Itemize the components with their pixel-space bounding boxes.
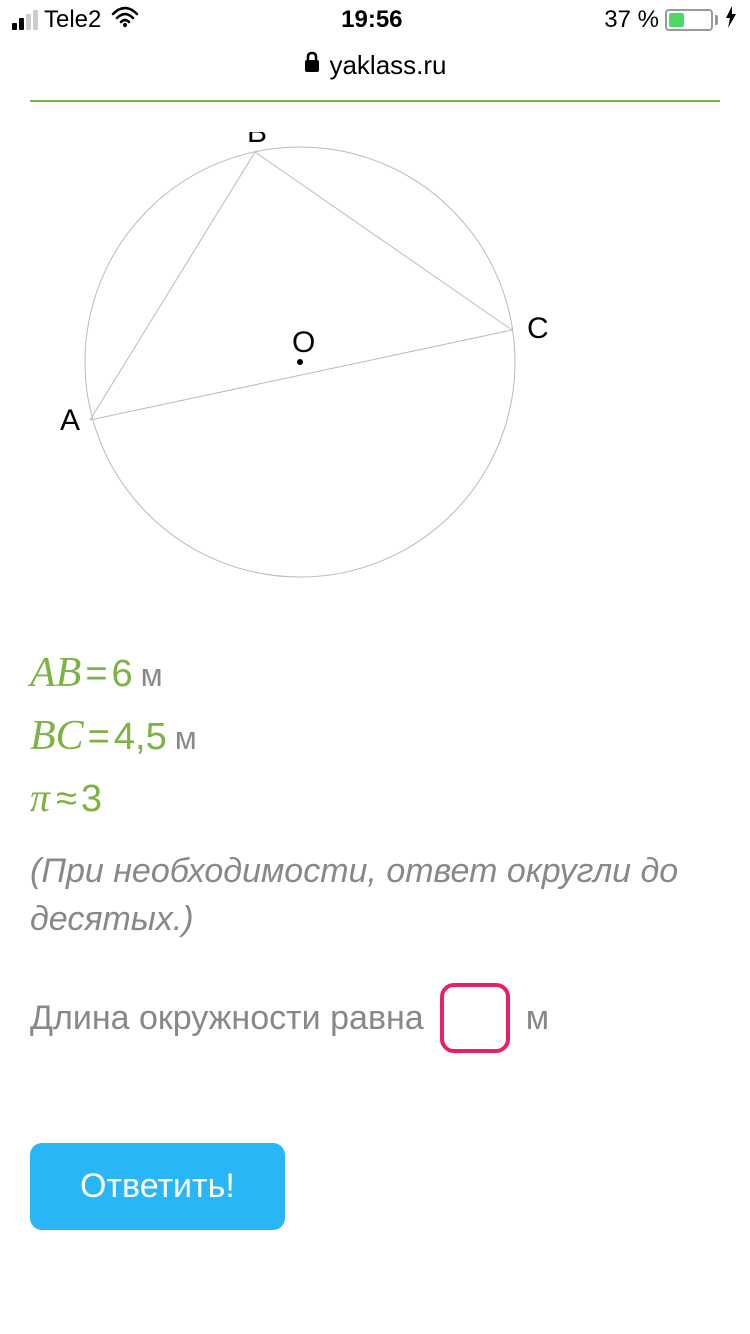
charging-icon — [724, 6, 738, 35]
pi-value: 3 — [81, 771, 102, 828]
bc-variable: BC — [30, 705, 84, 768]
pi-variable: π — [30, 768, 50, 828]
bc-unit: м — [175, 714, 197, 762]
pi-approx: ≈ — [56, 771, 77, 828]
ab-value: 6 — [112, 646, 133, 703]
answer-row: Длина окружности равна м — [30, 983, 720, 1053]
signal-icon — [12, 10, 38, 30]
status-left: Tele2 — [12, 6, 139, 35]
given-ab: AB = 6 м — [30, 642, 720, 705]
svg-text:C: C — [527, 312, 549, 345]
battery-icon — [665, 9, 718, 31]
answer-unit: м — [526, 999, 549, 1038]
given-data: AB = 6 м BC = 4,5 м π ≈ 3 — [30, 642, 720, 828]
given-pi: π ≈ 3 — [30, 768, 720, 828]
ab-unit: м — [141, 651, 163, 699]
divider — [30, 100, 720, 102]
lock-icon — [303, 51, 321, 79]
status-bar: Tele2 19:56 37 % — [0, 0, 750, 40]
battery-percent-label: 37 % — [604, 6, 659, 34]
status-right: 37 % — [604, 6, 738, 35]
geometry-diagram: A B C O — [30, 132, 720, 602]
wifi-icon — [111, 6, 139, 35]
bc-equals: = — [88, 709, 110, 766]
svg-text:A: A — [60, 404, 80, 437]
bc-value: 4,5 — [114, 709, 167, 766]
submit-button[interactable]: Ответить! — [30, 1143, 285, 1230]
svg-text:O: O — [292, 326, 315, 359]
url-domain: yaklass.ru — [329, 50, 446, 81]
ab-equals: = — [85, 646, 107, 703]
given-bc: BC = 4,5 м — [30, 705, 720, 768]
svg-text:B: B — [247, 132, 267, 149]
ab-variable: AB — [30, 642, 81, 705]
status-time: 19:56 — [341, 6, 402, 34]
page-content: ABCO AB = 6 м BC = 4,5 м π ≈ 3 (При необ… — [0, 100, 750, 1230]
url-bar[interactable]: yaklass.ru — [0, 40, 750, 90]
hint-text: (При необходимости, ответ округли до дес… — [30, 848, 720, 943]
answer-label: Длина окружности равна — [30, 999, 424, 1038]
carrier-label: Tele2 — [44, 6, 101, 34]
answer-input[interactable] — [440, 983, 510, 1053]
